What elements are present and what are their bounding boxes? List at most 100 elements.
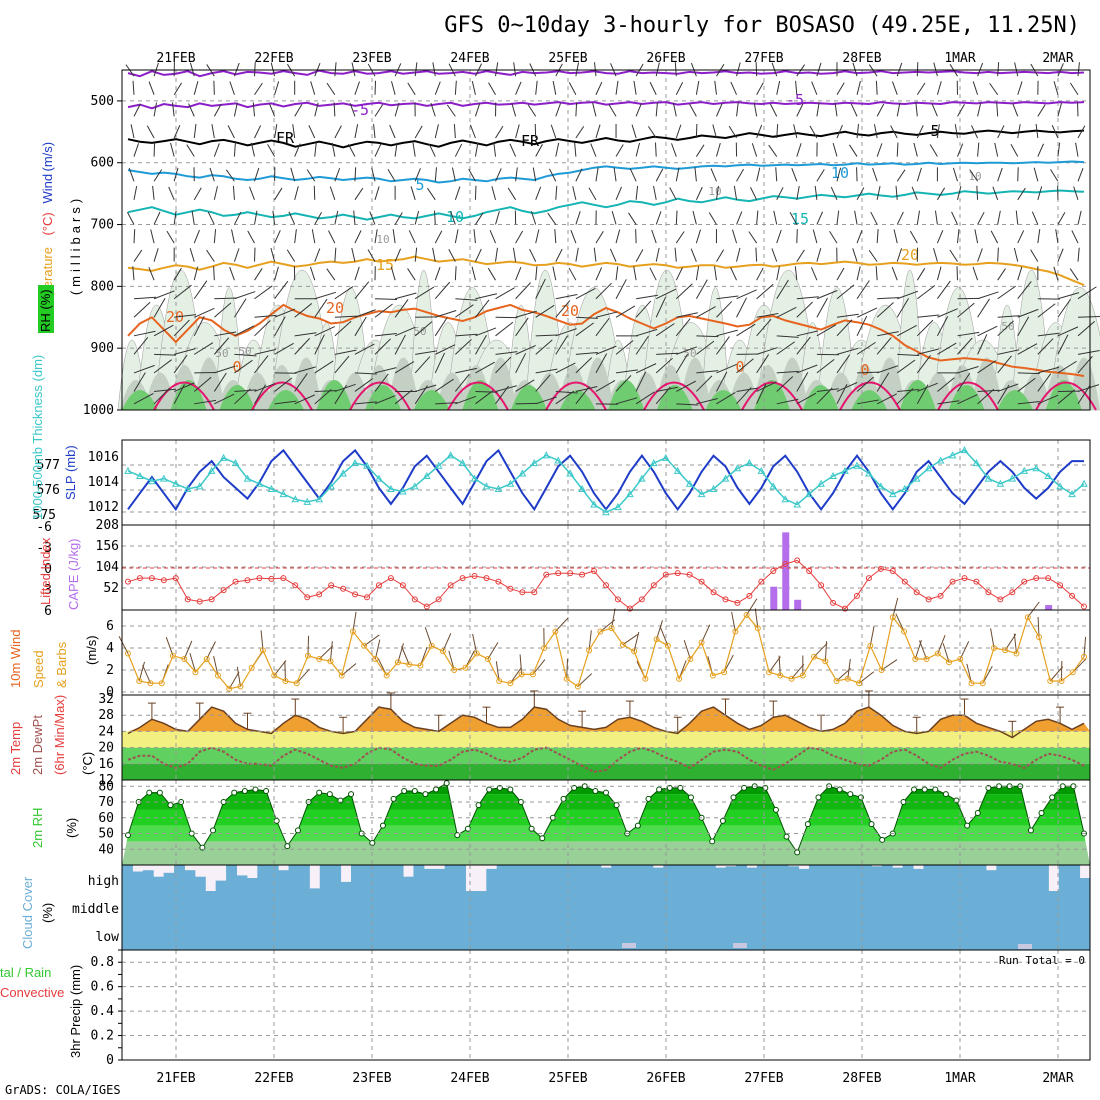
wind-barb — [856, 307, 878, 318]
wind-barb-10m — [1037, 617, 1040, 638]
wind-barb — [951, 211, 958, 225]
cloud-bar — [226, 865, 237, 891]
cloud-bar — [756, 865, 768, 891]
wind-barb — [374, 303, 393, 318]
wind-barb — [816, 358, 835, 374]
thickness-marker — [578, 484, 586, 492]
wind-barb — [290, 167, 296, 182]
cloud-bar — [157, 925, 171, 950]
thickness-marker — [315, 495, 324, 503]
wind-speed-marker — [642, 675, 649, 682]
rh-marker — [942, 791, 949, 798]
wind-barb — [635, 335, 649, 355]
lifted-index-marker — [1009, 589, 1016, 596]
wind-barb — [836, 167, 842, 182]
wind-speed-marker — [732, 628, 739, 635]
wind-barb — [916, 82, 926, 95]
wind-speed-marker — [192, 669, 199, 676]
wind-barb — [495, 287, 515, 300]
temp-ylabel-part: (°C) — [80, 752, 95, 775]
wind-barb — [796, 392, 817, 405]
wind-barb — [311, 229, 316, 244]
rh-marker — [401, 788, 408, 795]
thickness-marker — [649, 459, 658, 467]
cloud-bar — [965, 865, 977, 891]
wind-ylabel-part: Speed — [31, 650, 46, 688]
wind-barb — [836, 284, 855, 300]
wind-barb — [816, 62, 822, 77]
rh-marker — [911, 786, 918, 793]
wind-barb — [515, 317, 529, 337]
cloud-bar — [996, 865, 1008, 891]
wind-barb — [575, 386, 590, 405]
wind-speed-marker — [811, 653, 818, 660]
bottom-date-label: 21FEB — [156, 1071, 195, 1086]
lifted-index-marker — [519, 589, 526, 596]
wind-barb — [369, 211, 376, 225]
y-tick-label: 500 — [91, 94, 114, 109]
surface-isotherm — [349, 381, 411, 411]
wind-barb — [977, 298, 990, 318]
wind-barb — [274, 280, 289, 300]
wind-barb — [414, 385, 428, 405]
wind-barb — [351, 247, 356, 262]
wind-barb — [916, 125, 924, 139]
wind-barb — [736, 387, 752, 405]
wind-barb — [917, 285, 936, 300]
wind-barb — [655, 386, 671, 405]
wind-barb — [570, 229, 577, 244]
temp-ylabel-part: (6hr Min/Max) — [52, 695, 67, 775]
wind-barb — [392, 229, 396, 244]
wind-barb — [655, 247, 660, 262]
wind-barb — [615, 305, 636, 318]
wind-barb — [434, 167, 437, 182]
slp-tick: 1014 — [88, 475, 119, 490]
wind-barb — [593, 247, 597, 262]
wind-barb — [895, 185, 898, 200]
wind-barb — [957, 143, 964, 157]
wind-ylabel: (m/s) — [84, 635, 99, 665]
wind-barb — [475, 212, 484, 225]
rh-marker — [857, 794, 864, 801]
lifted-index-marker — [304, 594, 311, 601]
wind-barb — [695, 266, 700, 281]
wind-barb — [931, 103, 938, 117]
wind-barb — [294, 366, 316, 374]
isotherm-label: 20 — [901, 246, 919, 264]
lifted-index-marker — [985, 589, 992, 596]
wind-barb — [214, 302, 232, 318]
wind-barb-10m — [442, 633, 452, 652]
top-date-label: 27FEB — [744, 51, 783, 66]
wind-barb-10m — [577, 673, 593, 687]
wind-barb — [748, 231, 758, 244]
cloud-bar — [215, 880, 227, 891]
thickness-marker — [1056, 482, 1064, 490]
surface-isotherm — [545, 381, 607, 411]
wind-speed-marker — [451, 667, 458, 673]
wind-barb — [575, 126, 585, 139]
wind-barb — [896, 359, 916, 374]
wind-barb — [1057, 292, 1080, 300]
lifted-index-marker — [495, 578, 502, 585]
wind-barb — [595, 167, 599, 182]
rh-contour-label: 10 — [708, 185, 721, 198]
rh-marker — [539, 835, 546, 842]
wind-barb — [796, 336, 811, 355]
wind-barb — [891, 81, 898, 95]
wind-barb — [856, 315, 868, 337]
cloud-bar — [815, 925, 828, 950]
wind-barb — [897, 290, 919, 300]
rh-marker — [486, 786, 493, 793]
wind-speed-marker — [327, 658, 334, 665]
cloud-bar — [313, 925, 326, 950]
wind-barb — [488, 82, 496, 95]
wind-barb — [288, 211, 296, 225]
wind-barb — [791, 168, 798, 182]
lifted-index-marker — [818, 582, 825, 589]
wind-barb — [756, 383, 767, 405]
wind-barb — [170, 142, 175, 157]
thickness-marker — [602, 508, 610, 516]
wind-barb — [213, 266, 215, 281]
wind-barb — [194, 399, 217, 405]
wind-barb — [976, 185, 979, 200]
